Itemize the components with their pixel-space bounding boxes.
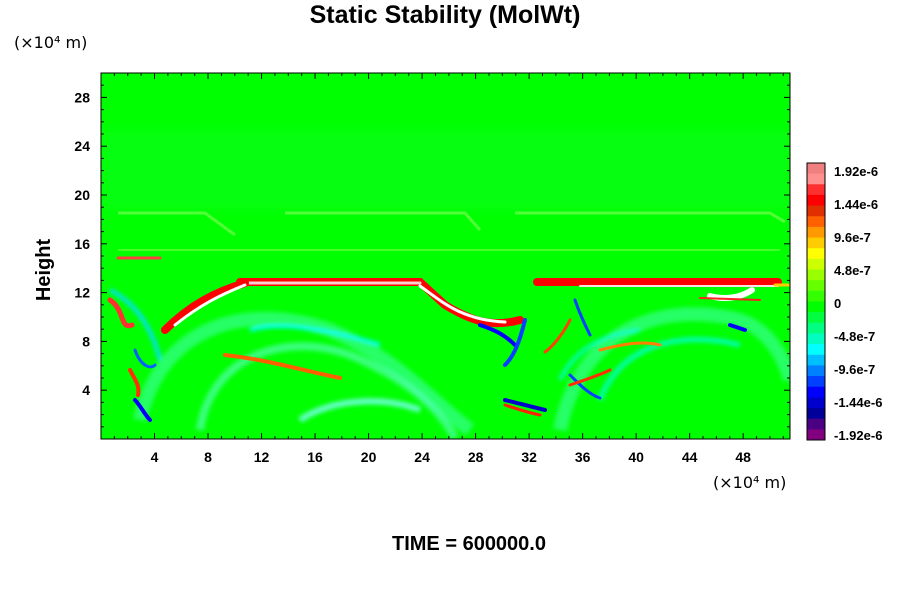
colorbar-label: -4.8e-7 xyxy=(834,329,875,344)
colorbar-swatch xyxy=(807,184,825,196)
colorbar-label: 1.92e-6 xyxy=(834,164,878,179)
colorbar-swatch xyxy=(807,290,825,302)
y-unit-label: (×10⁴ m) xyxy=(14,33,87,52)
x-tick-label: 28 xyxy=(468,449,484,465)
turbulent-regions xyxy=(109,288,790,439)
colorbar-swatch xyxy=(807,365,825,377)
colorbar: 1.92e-6 1.44e-6 9.6e-7 4.8e-7 0 -4.8e-7 -9.6e-… xyxy=(806,162,882,443)
colorbar-swatch xyxy=(807,237,825,249)
x-tick-label: 32 xyxy=(521,449,537,465)
y-tick-label: 24 xyxy=(74,138,90,154)
colorbar-label: 9.6e-7 xyxy=(834,230,871,245)
colorbar-frame xyxy=(806,162,826,441)
x-tick-label: 8 xyxy=(204,449,212,465)
colorbar-swatch xyxy=(807,269,825,281)
x-tick-label: 4 xyxy=(151,449,159,465)
colorbar-label: -9.6e-7 xyxy=(834,362,875,377)
colorbar-swatch xyxy=(807,205,825,217)
y-tick-label: 12 xyxy=(74,285,90,301)
y-axis-label: Height xyxy=(33,239,55,302)
y-tick-label: 20 xyxy=(74,187,90,203)
y-tick-label: 28 xyxy=(74,89,90,105)
heatmap-field xyxy=(101,73,790,439)
y-tick-label: 4 xyxy=(82,382,90,398)
colorbar-swatch xyxy=(807,258,825,271)
colorbar-swatch xyxy=(807,386,825,398)
colorbar-swatch xyxy=(807,216,825,228)
y-tick-label: 16 xyxy=(74,236,90,252)
y-axis: 4 8 12 16 20 24 28 xyxy=(74,84,790,428)
colorbar-swatch xyxy=(807,408,825,420)
colorbar-swatch xyxy=(807,376,825,388)
colorbar-swatch xyxy=(807,312,825,324)
y-tick-label: 8 xyxy=(82,333,90,349)
colorbar-swatch xyxy=(807,397,825,409)
colorbar-swatch xyxy=(807,333,825,345)
colorbar-swatch xyxy=(807,163,825,175)
colorbar-swatch xyxy=(807,418,825,430)
colorbar-swatch xyxy=(807,354,825,366)
colorbar-swatch xyxy=(807,322,825,334)
chart-title: Static Stability (MolWt) xyxy=(310,1,581,29)
colorbar-label: 4.8e-7 xyxy=(834,263,871,278)
colorbar-swatch xyxy=(807,226,825,239)
colorbar-label: -1.92e-6 xyxy=(834,428,882,443)
x-tick-label: 44 xyxy=(682,449,698,465)
x-unit-label: (×10⁴ m) xyxy=(713,473,786,492)
colorbar-label: 0 xyxy=(834,296,841,311)
time-label: TIME = 600000.0 xyxy=(392,533,546,555)
colorbar-swatch xyxy=(807,344,825,356)
colorbar-label: -1.44e-6 xyxy=(834,395,882,410)
x-tick-label: 16 xyxy=(307,449,323,465)
x-tick-label: 36 xyxy=(575,449,591,465)
inversion-layer xyxy=(107,256,782,334)
x-tick-label: 40 xyxy=(628,449,644,465)
colorbar-swatch xyxy=(807,194,825,207)
positive-streaks xyxy=(128,283,790,417)
x-tick-label: 20 xyxy=(361,449,377,465)
colorbar-swatch xyxy=(807,280,825,292)
negative-streaks xyxy=(133,298,747,422)
x-tick-label: 24 xyxy=(414,449,430,465)
colorbar-swatch xyxy=(807,173,825,185)
x-tick-label: 12 xyxy=(254,449,270,465)
faint-layers xyxy=(118,211,786,251)
colorbar-label: 1.44e-6 xyxy=(834,197,878,212)
colorbar-swatch xyxy=(807,301,825,313)
heatmap-background xyxy=(101,73,790,439)
colorbar-swatch xyxy=(807,429,825,441)
x-axis: 4 8 12 16 20 24 28 32 36 40 44 48 xyxy=(113,73,784,465)
upper-layer-shade xyxy=(101,130,790,210)
colorbar-swatch xyxy=(807,248,825,260)
x-tick-label: 48 xyxy=(735,449,751,465)
